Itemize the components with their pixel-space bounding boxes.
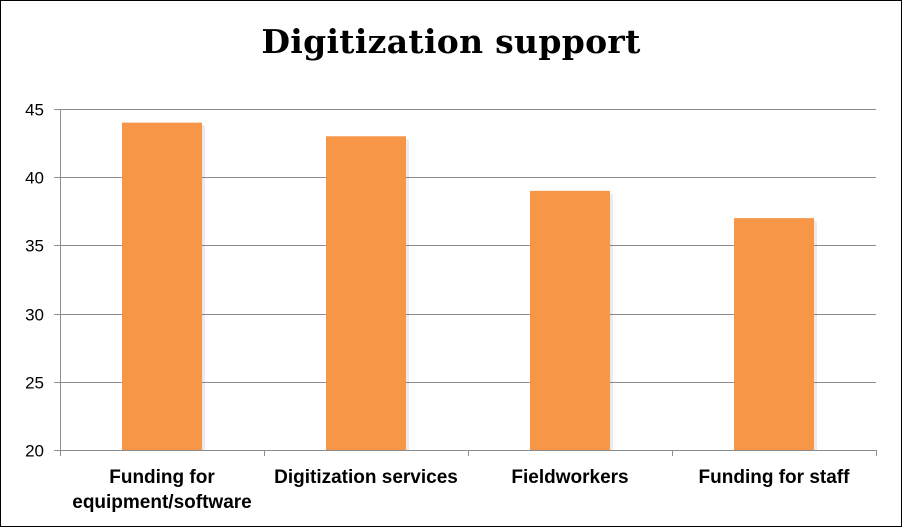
x-category-label: Digitization services: [274, 467, 458, 488]
y-tick-label: 30: [25, 306, 44, 325]
bar: [530, 190, 610, 450]
y-tick-label: 25: [25, 374, 44, 393]
x-category-label: Funding for staff: [699, 467, 851, 488]
chart-title: Digitization support: [261, 22, 641, 61]
y-tick-label: 35: [25, 237, 44, 256]
bars: [122, 122, 817, 450]
x-category-label: Funding for equipment/software: [72, 467, 251, 513]
y-tick-labels: 20 25 30 35 40 45: [25, 101, 44, 461]
x-category-label: Fieldworkers: [511, 467, 628, 488]
y-tick-label: 20: [25, 442, 44, 461]
axes: [60, 109, 876, 456]
bar: [122, 122, 202, 450]
y-tick-label: 45: [25, 101, 44, 120]
bar: [734, 218, 814, 450]
bar: [326, 136, 406, 450]
x-category-labels: Funding for equipment/software Digitizatio…: [72, 467, 850, 513]
y-tick-label: 40: [25, 169, 44, 188]
